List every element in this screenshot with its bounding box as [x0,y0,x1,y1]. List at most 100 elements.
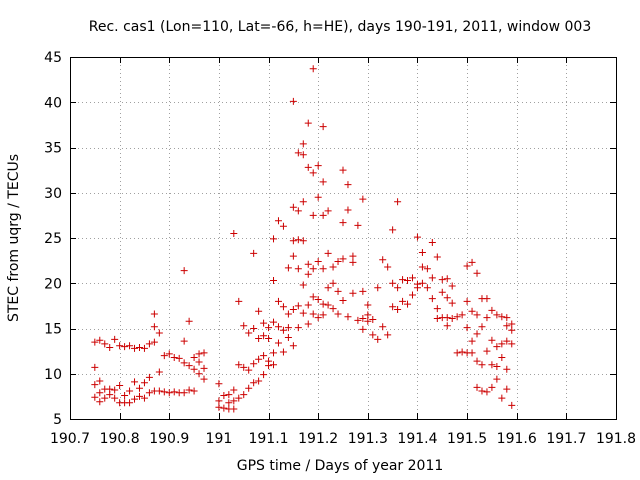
data-point [483,388,491,396]
data-point [185,362,193,370]
data-point [463,324,471,332]
x-tick-label: 190.9 [149,431,189,447]
data-point [344,313,352,321]
data-point [364,301,372,309]
data-point [304,270,312,278]
data-point [448,282,456,290]
data-point [498,394,506,402]
data-point [96,377,104,385]
data-point [299,151,307,159]
data-point [453,313,461,321]
x-tick-label: 191.6 [497,431,537,447]
data-point [289,342,297,350]
data-point [404,277,412,285]
data-point [413,233,421,241]
data-point [200,375,208,383]
y-tick-label: 40 [44,95,62,111]
x-tick-label: 190.8 [100,431,140,447]
data-point [96,398,104,406]
data-point [289,252,297,260]
data-point [473,357,481,365]
y-tick-label: 25 [44,231,62,247]
data-point [215,397,223,405]
data-point [404,300,412,308]
data-point [235,394,243,402]
data-point [289,97,297,105]
data-point [428,239,436,247]
data-point [508,326,516,334]
data-point [319,300,327,308]
data-point [443,275,451,283]
data-point [160,352,168,360]
data-point [96,389,104,397]
data-point [478,323,486,331]
data-point [91,338,99,346]
data-point [126,387,134,395]
data-point [389,279,397,287]
data-point [135,392,143,400]
data-point [354,221,362,229]
data-point [473,269,481,277]
data-point [349,289,357,297]
data-point [235,361,243,369]
x-tick-labels: 190.7 190.8 190.9 191 191.1 191.2 191.3 191.4 19… [50,431,636,447]
data-point [399,297,407,305]
data-point [116,342,124,350]
data-point [155,329,163,337]
data-point [200,349,208,357]
data-point [106,391,114,399]
data-point [339,166,347,174]
data-point [230,229,238,237]
data-point [250,325,258,332]
data-point [279,348,287,356]
data-point [294,324,302,332]
data-point [473,330,481,338]
data-point [468,307,476,315]
data-point [384,331,392,339]
data-point [299,281,307,289]
data-point [235,297,243,305]
data-point [180,359,188,367]
data-point [394,284,402,292]
data-point [240,363,248,371]
data-point [304,301,312,309]
data-point [250,379,258,387]
data-point [503,314,511,322]
data-point [131,395,139,403]
data-point [443,314,451,322]
data-point [493,311,501,319]
data-point [265,324,273,332]
data-point [150,310,158,318]
data-point [344,181,352,189]
data-point [215,403,223,411]
data-point [230,405,238,413]
data-point [255,377,263,385]
data-point [270,349,278,357]
data-point [324,249,332,257]
data-point [220,404,228,412]
data-point [255,355,263,363]
data-point [339,296,347,304]
data-point [260,332,268,340]
data-point [255,307,263,315]
data-point [200,364,208,372]
data-point [245,384,253,392]
data-point [250,249,258,257]
data-point [230,386,238,394]
data-point [334,310,342,318]
data-point [498,353,506,361]
data-point [145,373,153,381]
data-point [165,350,173,358]
data-point [185,386,193,394]
data-point [478,387,486,395]
data-point [458,348,466,356]
data-point [250,360,258,368]
data-point [359,195,367,203]
data-point [319,211,327,219]
axis-ticks [70,57,617,420]
data-point [399,276,407,284]
data-point [503,337,511,345]
data-point [279,303,287,311]
data-point [304,260,312,268]
data-point [443,294,451,302]
